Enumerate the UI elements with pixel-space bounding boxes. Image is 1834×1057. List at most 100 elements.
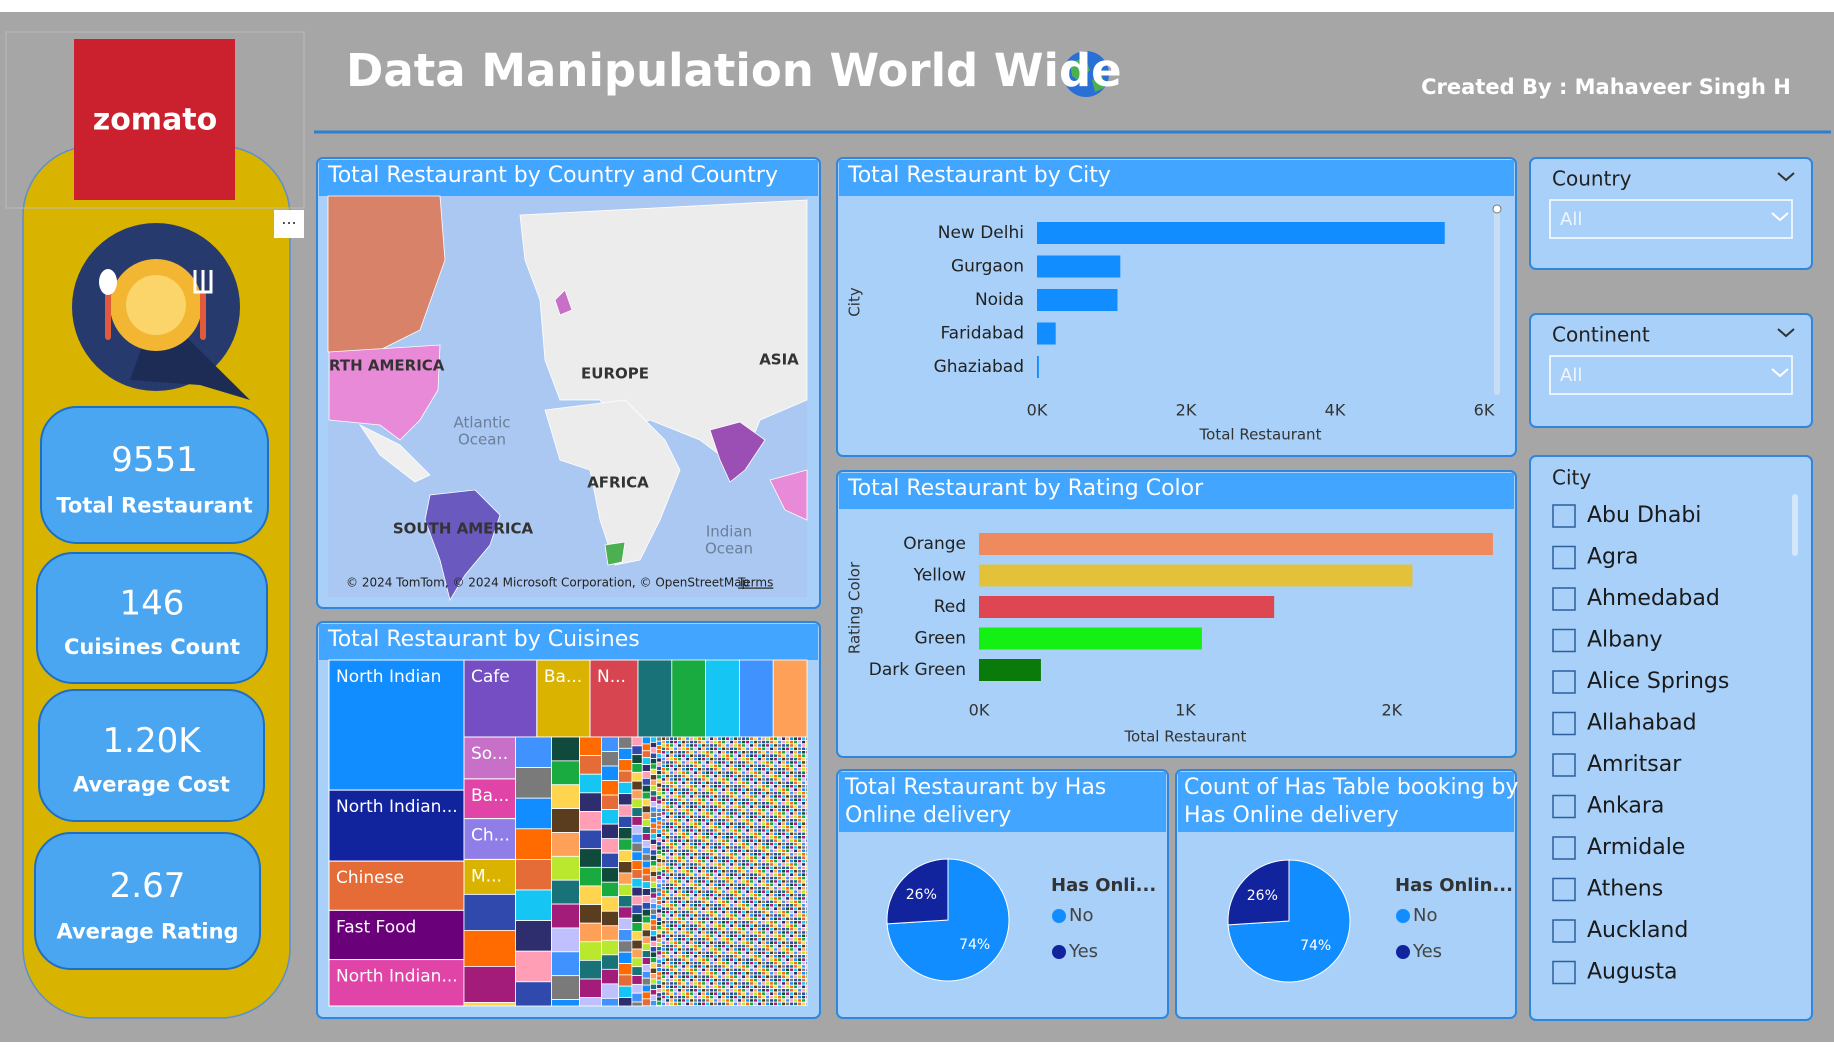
checkbox[interactable] — [1552, 836, 1576, 860]
checkbox[interactable] — [1552, 753, 1576, 777]
treemap-minor-tile — [757, 818, 763, 823]
treemap-minor-tile — [725, 995, 731, 1000]
checkbox[interactable] — [1552, 794, 1576, 819]
treemap-minor-tile — [797, 876, 803, 881]
treemap-minor-tile — [761, 974, 767, 979]
treemap-minor-tile — [649, 989, 658, 996]
treemap-minor-tile — [515, 859, 552, 891]
checkbox[interactable] — [1552, 919, 1576, 943]
treemap-minor-tile — [669, 971, 675, 976]
treemap-minor-tile — [713, 923, 719, 928]
treemap-minor-tile — [801, 950, 807, 956]
treemap-minor-tile — [769, 774, 775, 779]
treemap-minor-tile — [765, 940, 771, 945]
treemap-minor-tile — [781, 944, 787, 949]
checkbox[interactable] — [1552, 670, 1576, 694]
treemap-minor-tile — [681, 978, 687, 983]
treemap-minor-tile — [689, 896, 695, 901]
treemap-minor-tile — [717, 903, 723, 908]
treemap-minor-tile — [733, 791, 739, 796]
treemap-minor-tile — [661, 746, 667, 752]
treemap-minor-tile — [805, 774, 808, 779]
treemap-minor-tile — [757, 736, 763, 741]
treemap-minor-tile — [797, 852, 803, 857]
treemap-minor-tile — [777, 811, 783, 816]
treemap-minor-tile — [689, 971, 695, 976]
treemap-minor-tile — [677, 910, 683, 915]
treemap-minor-tile — [669, 767, 675, 772]
treemap-minor-tile — [701, 974, 707, 979]
treemap-minor-tile — [681, 791, 687, 796]
checkbox[interactable] — [1552, 711, 1576, 736]
treemap-minor-tile — [661, 930, 667, 935]
treemap-minor-tile — [656, 757, 663, 763]
treemap-minor-tile — [685, 842, 691, 847]
treemap-minor-tile — [631, 966, 643, 976]
treemap-minor-tile — [781, 770, 787, 775]
treemap-minor-tile — [793, 767, 799, 772]
treemap-minor-tile — [737, 967, 743, 973]
treemap-minor-tile — [709, 913, 715, 918]
treemap-minor-tile — [656, 958, 663, 964]
treemap-minor-tile — [685, 988, 691, 993]
checkbox[interactable] — [1552, 545, 1576, 570]
treemap-minor-tile — [773, 876, 779, 881]
treemap-minor-tile — [649, 779, 658, 786]
treemap-minor-tile — [661, 876, 667, 881]
treemap-minor-tile — [753, 937, 759, 942]
treemap-minor-tile — [789, 740, 795, 745]
checkbox[interactable] — [1552, 960, 1576, 985]
treemap-minor-tile — [697, 930, 703, 935]
treemap-minor-tile — [661, 950, 667, 956]
more-options[interactable] — [274, 210, 304, 238]
treemap-minor-tile — [765, 920, 771, 925]
treemap-minor-tile — [765, 825, 771, 830]
treemap-minor-tile — [749, 944, 755, 949]
treemap-minor-tile — [769, 886, 775, 891]
treemap-minor-tile — [781, 981, 787, 986]
treemap-minor-tile — [777, 930, 783, 935]
treemap-minor-tile — [745, 848, 751, 854]
treemap-minor-tile — [741, 838, 747, 843]
treemap-minor-tile — [777, 828, 783, 833]
treemap-minor-tile — [665, 995, 671, 1000]
treemap-minor-tile — [713, 920, 719, 925]
treemap-minor-tile — [725, 896, 731, 901]
checkbox[interactable] — [1552, 504, 1576, 528]
dropdown[interactable] — [1549, 355, 1793, 395]
checkbox[interactable] — [1552, 628, 1576, 653]
treemap-minor-tile — [631, 771, 643, 782]
treemap-minor-tile — [797, 838, 803, 843]
treemap-minor-tile — [661, 835, 667, 840]
treemap-minor-tile — [741, 848, 747, 854]
treemap-minor-tile — [737, 947, 743, 952]
treemap-minor-tile — [709, 743, 715, 748]
treemap-minor-tile — [689, 828, 695, 833]
treemap-minor-tile — [789, 794, 795, 799]
treemap-minor-tile — [785, 838, 791, 843]
treemap-minor-tile — [661, 760, 667, 765]
treemap-minor-tile — [601, 954, 619, 970]
treemap-minor-tile — [693, 944, 699, 949]
treemap-minor-tile — [785, 920, 791, 925]
treemap-minor-tile — [789, 801, 795, 806]
treemap-minor-tile — [689, 988, 695, 993]
treemap-minor-tile — [693, 961, 699, 966]
treemap-minor-tile — [661, 808, 667, 813]
treemap-minor-tile — [685, 876, 691, 881]
treemap-minor-tile — [769, 950, 775, 956]
checkbox[interactable] — [1552, 877, 1576, 902]
checkbox[interactable] — [1552, 587, 1576, 611]
treemap-minor-tile — [713, 950, 719, 956]
treemap-minor-tile — [753, 801, 759, 806]
treemap-minor-tile — [729, 746, 735, 752]
treemap-minor-tile — [685, 801, 691, 806]
treemap-minor-tile — [777, 740, 783, 745]
treemap-minor-tile — [713, 791, 719, 796]
title-bar — [839, 160, 1514, 196]
treemap-minor-tile — [601, 765, 619, 781]
dropdown[interactable] — [1549, 199, 1793, 239]
treemap-minor-tile — [729, 903, 735, 908]
treemap-minor-tile — [769, 964, 775, 969]
treemap-minor-tile — [713, 760, 719, 765]
